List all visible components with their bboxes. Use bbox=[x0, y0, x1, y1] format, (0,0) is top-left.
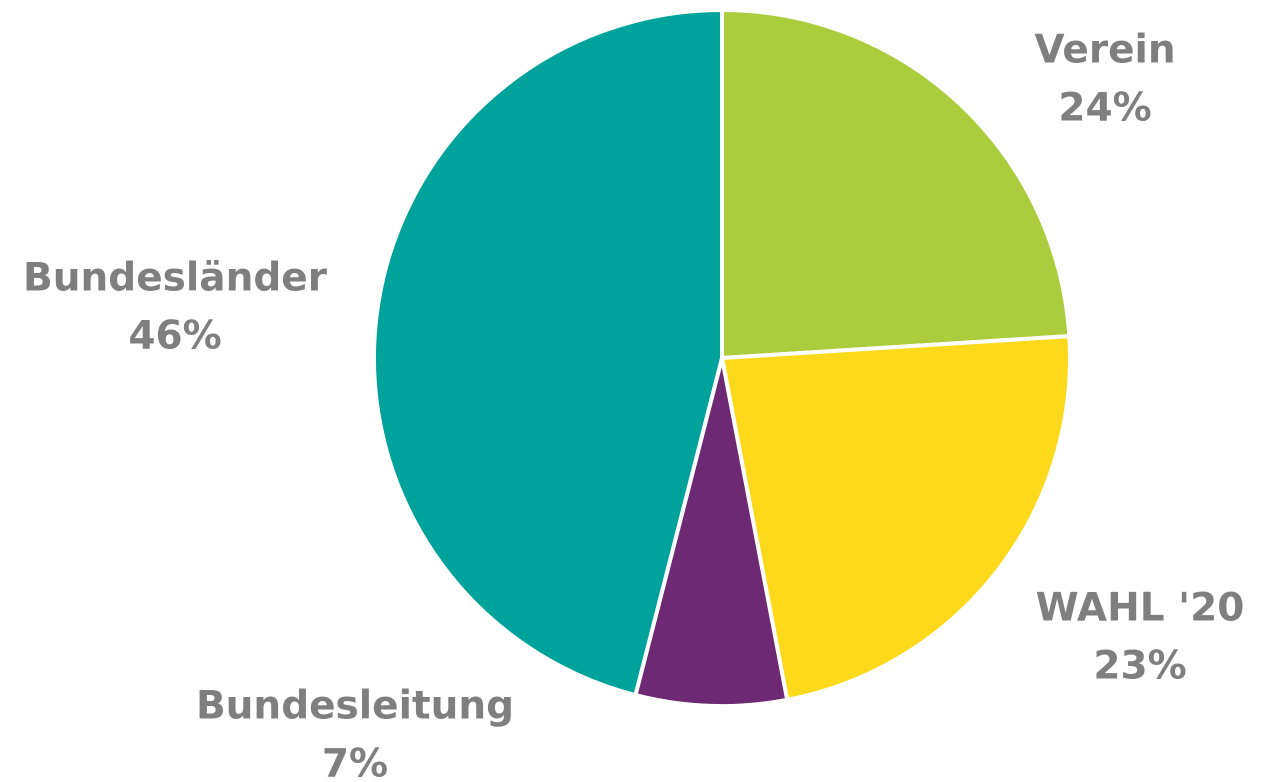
pie-slice bbox=[372, 8, 724, 698]
slice-label: Bundesländer bbox=[23, 256, 328, 301]
slice-value-label: 23% bbox=[1093, 644, 1186, 689]
pie-slice bbox=[720, 8, 1072, 360]
slice-value-label: 46% bbox=[128, 314, 221, 359]
slice-label: WAHL '20 bbox=[1036, 586, 1245, 631]
slice-label: Bundesleitung bbox=[196, 684, 514, 729]
slice-value-label: 7% bbox=[322, 742, 388, 782]
pie-slice bbox=[633, 356, 790, 708]
pie-slice bbox=[720, 334, 1072, 702]
slice-label: Verein bbox=[1034, 28, 1175, 73]
slice-value-label: 24% bbox=[1058, 86, 1151, 131]
